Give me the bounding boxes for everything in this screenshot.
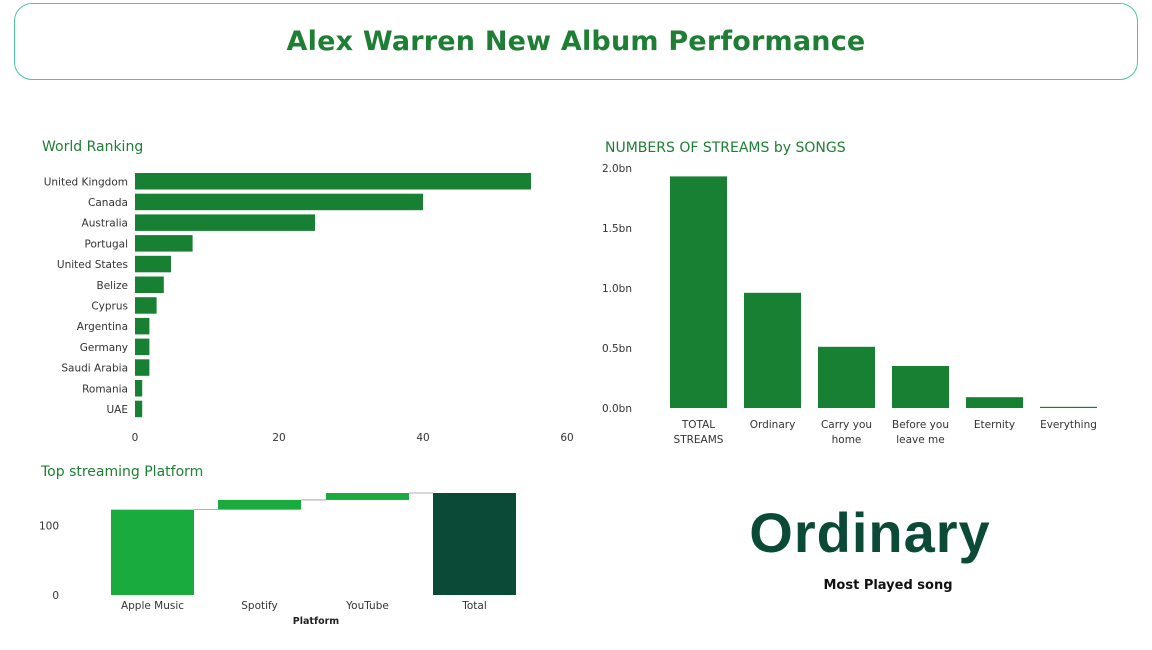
bar <box>135 193 423 211</box>
world-ranking-chart[interactable]: United Kingdom Canada Australia Portugal Uni… <box>0 165 590 450</box>
bar <box>135 276 164 293</box>
x-tick-label: Before you leave me <box>892 419 949 446</box>
x-tick-label: Eternity <box>974 419 1015 431</box>
x-tick-label: 20 <box>272 432 285 444</box>
x-tick-label: Apple Music <box>121 600 184 612</box>
x-tick-label: YouTube <box>345 600 389 612</box>
streams-by-songs-chart[interactable]: 0.0bn 0.5bn 1.0bn 1.5bn 2.0bn TOTAL STREAMS Ord… <box>590 160 1130 455</box>
x-tick-label: Ordinary <box>750 419 796 431</box>
bar <box>326 493 409 500</box>
y-tick-label: 100 <box>39 521 59 533</box>
bar <box>111 509 194 595</box>
x-tick-label: Spotify <box>241 600 278 612</box>
bar <box>744 292 801 408</box>
page-title: Alex Warren New Album Performance <box>286 26 866 57</box>
bar <box>135 380 143 397</box>
bar <box>966 397 1023 408</box>
x-tick-label: TOTAL STREAMS <box>674 419 724 446</box>
y-tick-label: United Kingdom <box>44 176 128 188</box>
platform-chart-title: Top streaming Platform <box>41 464 204 480</box>
y-tick-label: Romania <box>82 383 128 395</box>
y-tick-label: Canada <box>88 197 128 209</box>
y-tick-label: 0.5bn <box>602 343 632 355</box>
bar <box>135 297 157 314</box>
streams-chart-title: NUMBERS OF STREAMS by SONGS <box>605 140 846 156</box>
x-axis-title: Platform <box>293 616 340 627</box>
y-tick-label: Australia <box>82 218 128 230</box>
y-tick-label: Argentina <box>77 321 128 333</box>
y-tick-label: Germany <box>80 342 128 354</box>
bar <box>1040 406 1097 408</box>
world-ranking-title: World Ranking <box>42 139 144 155</box>
y-tick-label: 2.0bn <box>602 163 632 175</box>
y-tick-label: Belize <box>97 280 128 292</box>
bar <box>135 214 315 231</box>
y-tick-label: 1.0bn <box>602 283 632 295</box>
bar <box>135 173 531 190</box>
top-streaming-platform-chart[interactable]: 0 100 Apple Music Spotify YouTube Total Platfo… <box>0 485 560 630</box>
y-tick-label: 1.5bn <box>602 223 632 235</box>
bar <box>218 499 301 510</box>
x-tick-label: 0 <box>132 432 139 444</box>
bar <box>433 493 516 595</box>
y-tick-label: 0 <box>52 590 59 602</box>
x-tick-label: Carry you home <box>821 419 872 446</box>
y-tick-label: Portugal <box>85 238 129 250</box>
y-tick-label: UAE <box>106 404 128 416</box>
x-tick-label: Everything <box>1040 419 1097 431</box>
x-tick-label: 40 <box>416 432 429 444</box>
most-played-song-value: Ordinary <box>749 501 991 564</box>
y-tick-label: Saudi Arabia <box>61 363 128 375</box>
bar <box>670 176 727 408</box>
x-tick-label: 60 <box>560 432 573 444</box>
bar <box>135 359 150 376</box>
bar <box>135 235 193 252</box>
most-played-song-label: Most Played song <box>823 578 953 593</box>
y-tick-label: Cyprus <box>91 300 128 312</box>
y-tick-label: United States <box>57 259 128 271</box>
header-banner: Alex Warren New Album Performance <box>14 3 1138 80</box>
bar <box>135 255 171 273</box>
x-tick-label: Total <box>461 600 487 612</box>
bar <box>135 400 143 418</box>
bar <box>892 366 949 408</box>
bar <box>818 346 875 408</box>
bar <box>135 338 150 356</box>
bar <box>135 317 150 335</box>
y-tick-label: 0.0bn <box>602 403 632 415</box>
